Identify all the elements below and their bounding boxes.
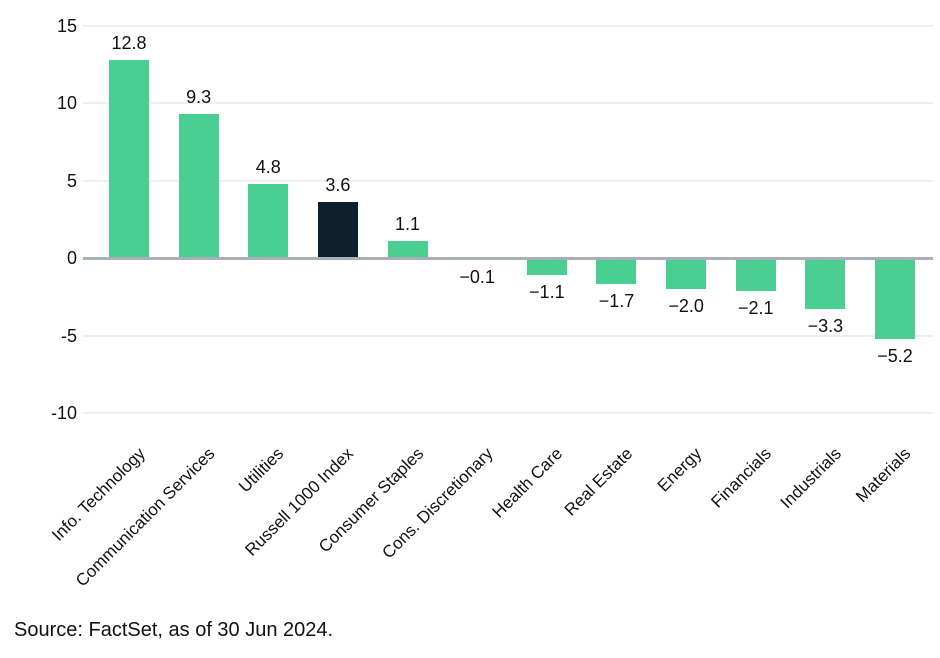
value-label-real-estate: −1.7: [598, 291, 635, 312]
gridline: [83, 412, 933, 414]
y-axis-tick-label: -10: [50, 403, 77, 423]
bar-financials: [735, 258, 776, 291]
value-label-cons-discretionary: −0.1: [459, 266, 495, 287]
bar-consumer-staples: [387, 240, 428, 258]
y-axis-tick-label: 0: [66, 248, 77, 268]
bar-russell-1000-index: [317, 202, 358, 258]
bar-industrials: [805, 258, 846, 310]
gridline: [83, 179, 933, 182]
value-label-consumer-staples: 1.1: [395, 213, 421, 234]
bar-real-estate: [596, 258, 637, 285]
bar-materials: [875, 258, 916, 339]
y-axis-tick-label: -5: [60, 325, 77, 346]
value-label-energy: −2.0: [668, 296, 704, 316]
value-label-financials: −2.1: [737, 297, 774, 318]
value-label-communication-services: 9.3: [186, 86, 212, 107]
gridline: [83, 102, 933, 104]
source-caption: Source: FactSet, as of 30 Jun 2024.: [14, 619, 334, 641]
value-label-health-care: −1.1: [529, 282, 565, 303]
bar-energy: [666, 258, 707, 289]
y-axis-tick-label: 10: [56, 93, 77, 113]
value-label-materials: −5.2: [877, 345, 913, 366]
zero-axis-line: [83, 256, 933, 260]
bar-health-care: [526, 258, 567, 276]
gridline: [83, 24, 933, 27]
y-axis-tick-label: 15: [56, 15, 77, 36]
bar-utilities: [248, 183, 289, 258]
value-label-industrials: −3.3: [807, 316, 844, 337]
value-label-info-technology: 12.8: [111, 32, 147, 53]
gridline: [83, 334, 933, 337]
y-axis-tick-label: 5: [66, 170, 77, 191]
bar-communication-services: [178, 113, 219, 258]
value-label-russell-1000-index: 3.6: [325, 175, 351, 196]
bar-info-technology: [109, 59, 149, 258]
value-label-utilities: 4.8: [255, 156, 281, 177]
